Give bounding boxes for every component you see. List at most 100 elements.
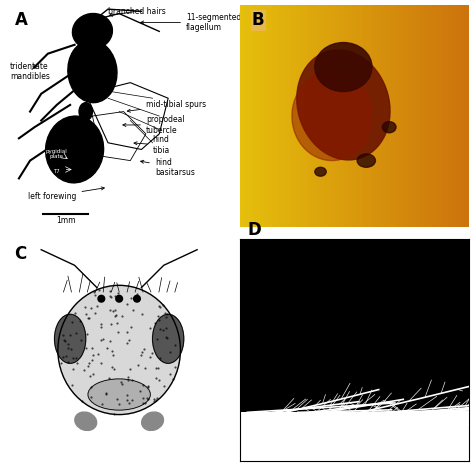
Text: B: B [252,11,264,29]
Point [145,383,152,390]
Ellipse shape [357,154,375,167]
Point [109,308,117,315]
Point [163,324,170,332]
Point [144,394,151,402]
Point [64,340,72,348]
Point [84,362,92,370]
Point [91,309,99,316]
Point [91,291,99,298]
Point [127,365,134,373]
Ellipse shape [73,14,112,49]
Point [109,351,117,359]
Point [86,372,93,379]
Text: 1mm: 1mm [56,216,75,225]
Point [97,323,105,331]
Ellipse shape [292,71,372,161]
Point [118,312,126,320]
Point [155,302,163,310]
Point [89,344,96,352]
Point [87,393,95,401]
Ellipse shape [153,314,184,363]
Point [126,336,133,344]
Point [88,356,96,363]
Point [144,396,151,403]
Point [138,310,146,317]
Point [152,364,160,371]
Point [91,288,98,295]
Point [103,344,111,351]
Point [99,400,106,408]
Point [163,335,170,342]
Point [139,399,147,406]
Point [115,329,122,336]
Text: pygidial
plate: pygidial plate [46,149,68,159]
Point [140,345,147,353]
Point [163,313,170,321]
Point [108,348,116,355]
Point [118,380,126,388]
Point [107,288,114,295]
Point [153,394,161,402]
Point [134,296,142,304]
Point [85,360,93,367]
Ellipse shape [68,41,117,103]
Point [125,373,132,380]
Ellipse shape [297,50,390,160]
Point [68,381,75,388]
Ellipse shape [58,285,181,415]
Ellipse shape [88,379,150,410]
Point [60,336,68,344]
Point [97,336,104,343]
Point [127,323,135,331]
Point [64,344,72,352]
Ellipse shape [116,295,122,302]
Point [146,353,154,361]
Point [93,302,101,309]
Point [134,290,141,298]
Point [151,319,158,326]
Ellipse shape [75,412,97,431]
Point [155,317,163,324]
Polygon shape [86,82,168,150]
Point [152,374,160,382]
Point [113,395,121,403]
Point [110,365,118,372]
Point [135,294,142,302]
Point [154,364,162,372]
Point [78,397,86,405]
Text: propodeal
tubercle: propodeal tubercle [123,115,184,135]
Text: tridentate
mandibles: tridentate mandibles [10,62,50,81]
Ellipse shape [383,122,396,133]
Ellipse shape [134,295,140,302]
Point [150,395,158,402]
Point [137,351,144,358]
Point [100,335,107,343]
Point [166,349,174,356]
Point [87,304,95,311]
Point [106,306,114,313]
Point [144,383,152,391]
Point [73,359,81,367]
Point [155,376,163,384]
Point [151,398,158,405]
Point [139,381,146,389]
Text: A: A [14,11,27,29]
Point [156,325,164,333]
Point [59,331,66,339]
Point [156,303,164,310]
Point [102,391,110,398]
Point [76,317,84,325]
Point [106,292,114,300]
Point [96,287,103,294]
Point [163,310,170,317]
Point [153,396,160,404]
Ellipse shape [46,116,104,183]
Text: T7: T7 [54,169,60,174]
Point [171,342,179,349]
Point [88,383,95,391]
Point [107,321,115,328]
Ellipse shape [315,167,326,176]
Point [111,307,119,314]
Text: D: D [247,221,261,239]
Text: C: C [14,245,27,263]
